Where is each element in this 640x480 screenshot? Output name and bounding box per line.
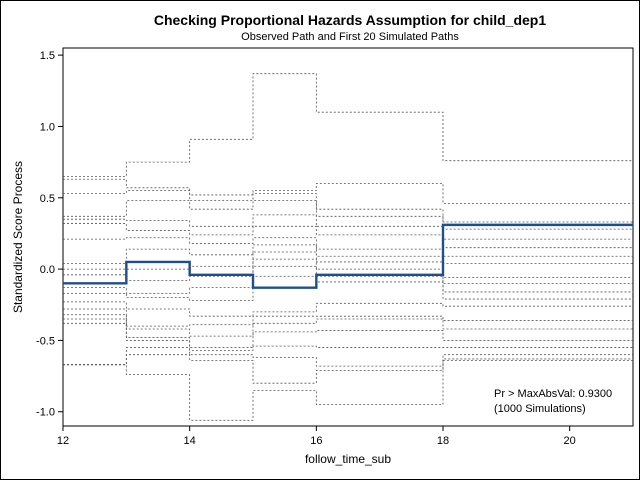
x-tick-label: 16 — [310, 435, 322, 447]
simulated-path-14 — [63, 308, 633, 327]
simulated-paths — [63, 73, 633, 421]
simulated-path-16 — [63, 318, 633, 348]
x-tick-label: 18 — [437, 435, 449, 447]
observed-path-line — [63, 223, 633, 289]
simulated-path-19 — [63, 354, 633, 384]
y-tick-label: 0.5 — [40, 193, 55, 205]
y-axis: -1.0 -0.5 0.0 0.5 1.0 1.5 — [36, 50, 63, 419]
y-tick-label: 0.0 — [40, 264, 55, 276]
simulations-annotation: (1000 Simulations) — [494, 403, 586, 415]
simulated-path-2 — [63, 178, 633, 204]
simulated-path-5 — [63, 214, 633, 240]
x-tick-label: 14 — [184, 435, 196, 447]
plot-area — [62, 47, 634, 427]
y-tick-label: -1.0 — [36, 407, 55, 419]
chart-title: Checking Proportional Hazards Assumption… — [154, 12, 547, 28]
simulated-path-3 — [63, 190, 633, 223]
simulated-path-7 — [63, 237, 633, 257]
observed-path — [63, 223, 633, 289]
x-tick-label: 12 — [57, 435, 69, 447]
y-tick-label: -0.5 — [36, 335, 55, 347]
simulated-path-18 — [63, 347, 633, 367]
simulated-path-1 — [63, 73, 633, 177]
simulated-path-6 — [63, 223, 633, 249]
simulated-path-4 — [63, 200, 633, 230]
x-axis: 12 14 16 18 20 — [57, 426, 576, 447]
y-tick-label: 1.0 — [40, 121, 55, 133]
y-axis-label: Standardized Score Process — [11, 161, 25, 313]
x-tick-label: 20 — [564, 435, 576, 447]
simulated-path-20 — [63, 359, 633, 421]
simulated-path-12 — [63, 275, 633, 301]
x-axis-label: follow_time_sub — [305, 452, 391, 466]
chart-subtitle: Observed Path and First 20 Simulated Pat… — [241, 31, 459, 43]
simulated-path-15 — [63, 314, 633, 337]
pvalue-annotation: Pr > MaxAbsVal: 0.9300 — [494, 388, 612, 400]
simulated-path-13 — [63, 301, 633, 317]
simulated-path-11 — [63, 265, 633, 294]
simulated-path-17 — [63, 322, 633, 351]
y-tick-label: 1.5 — [40, 50, 55, 62]
